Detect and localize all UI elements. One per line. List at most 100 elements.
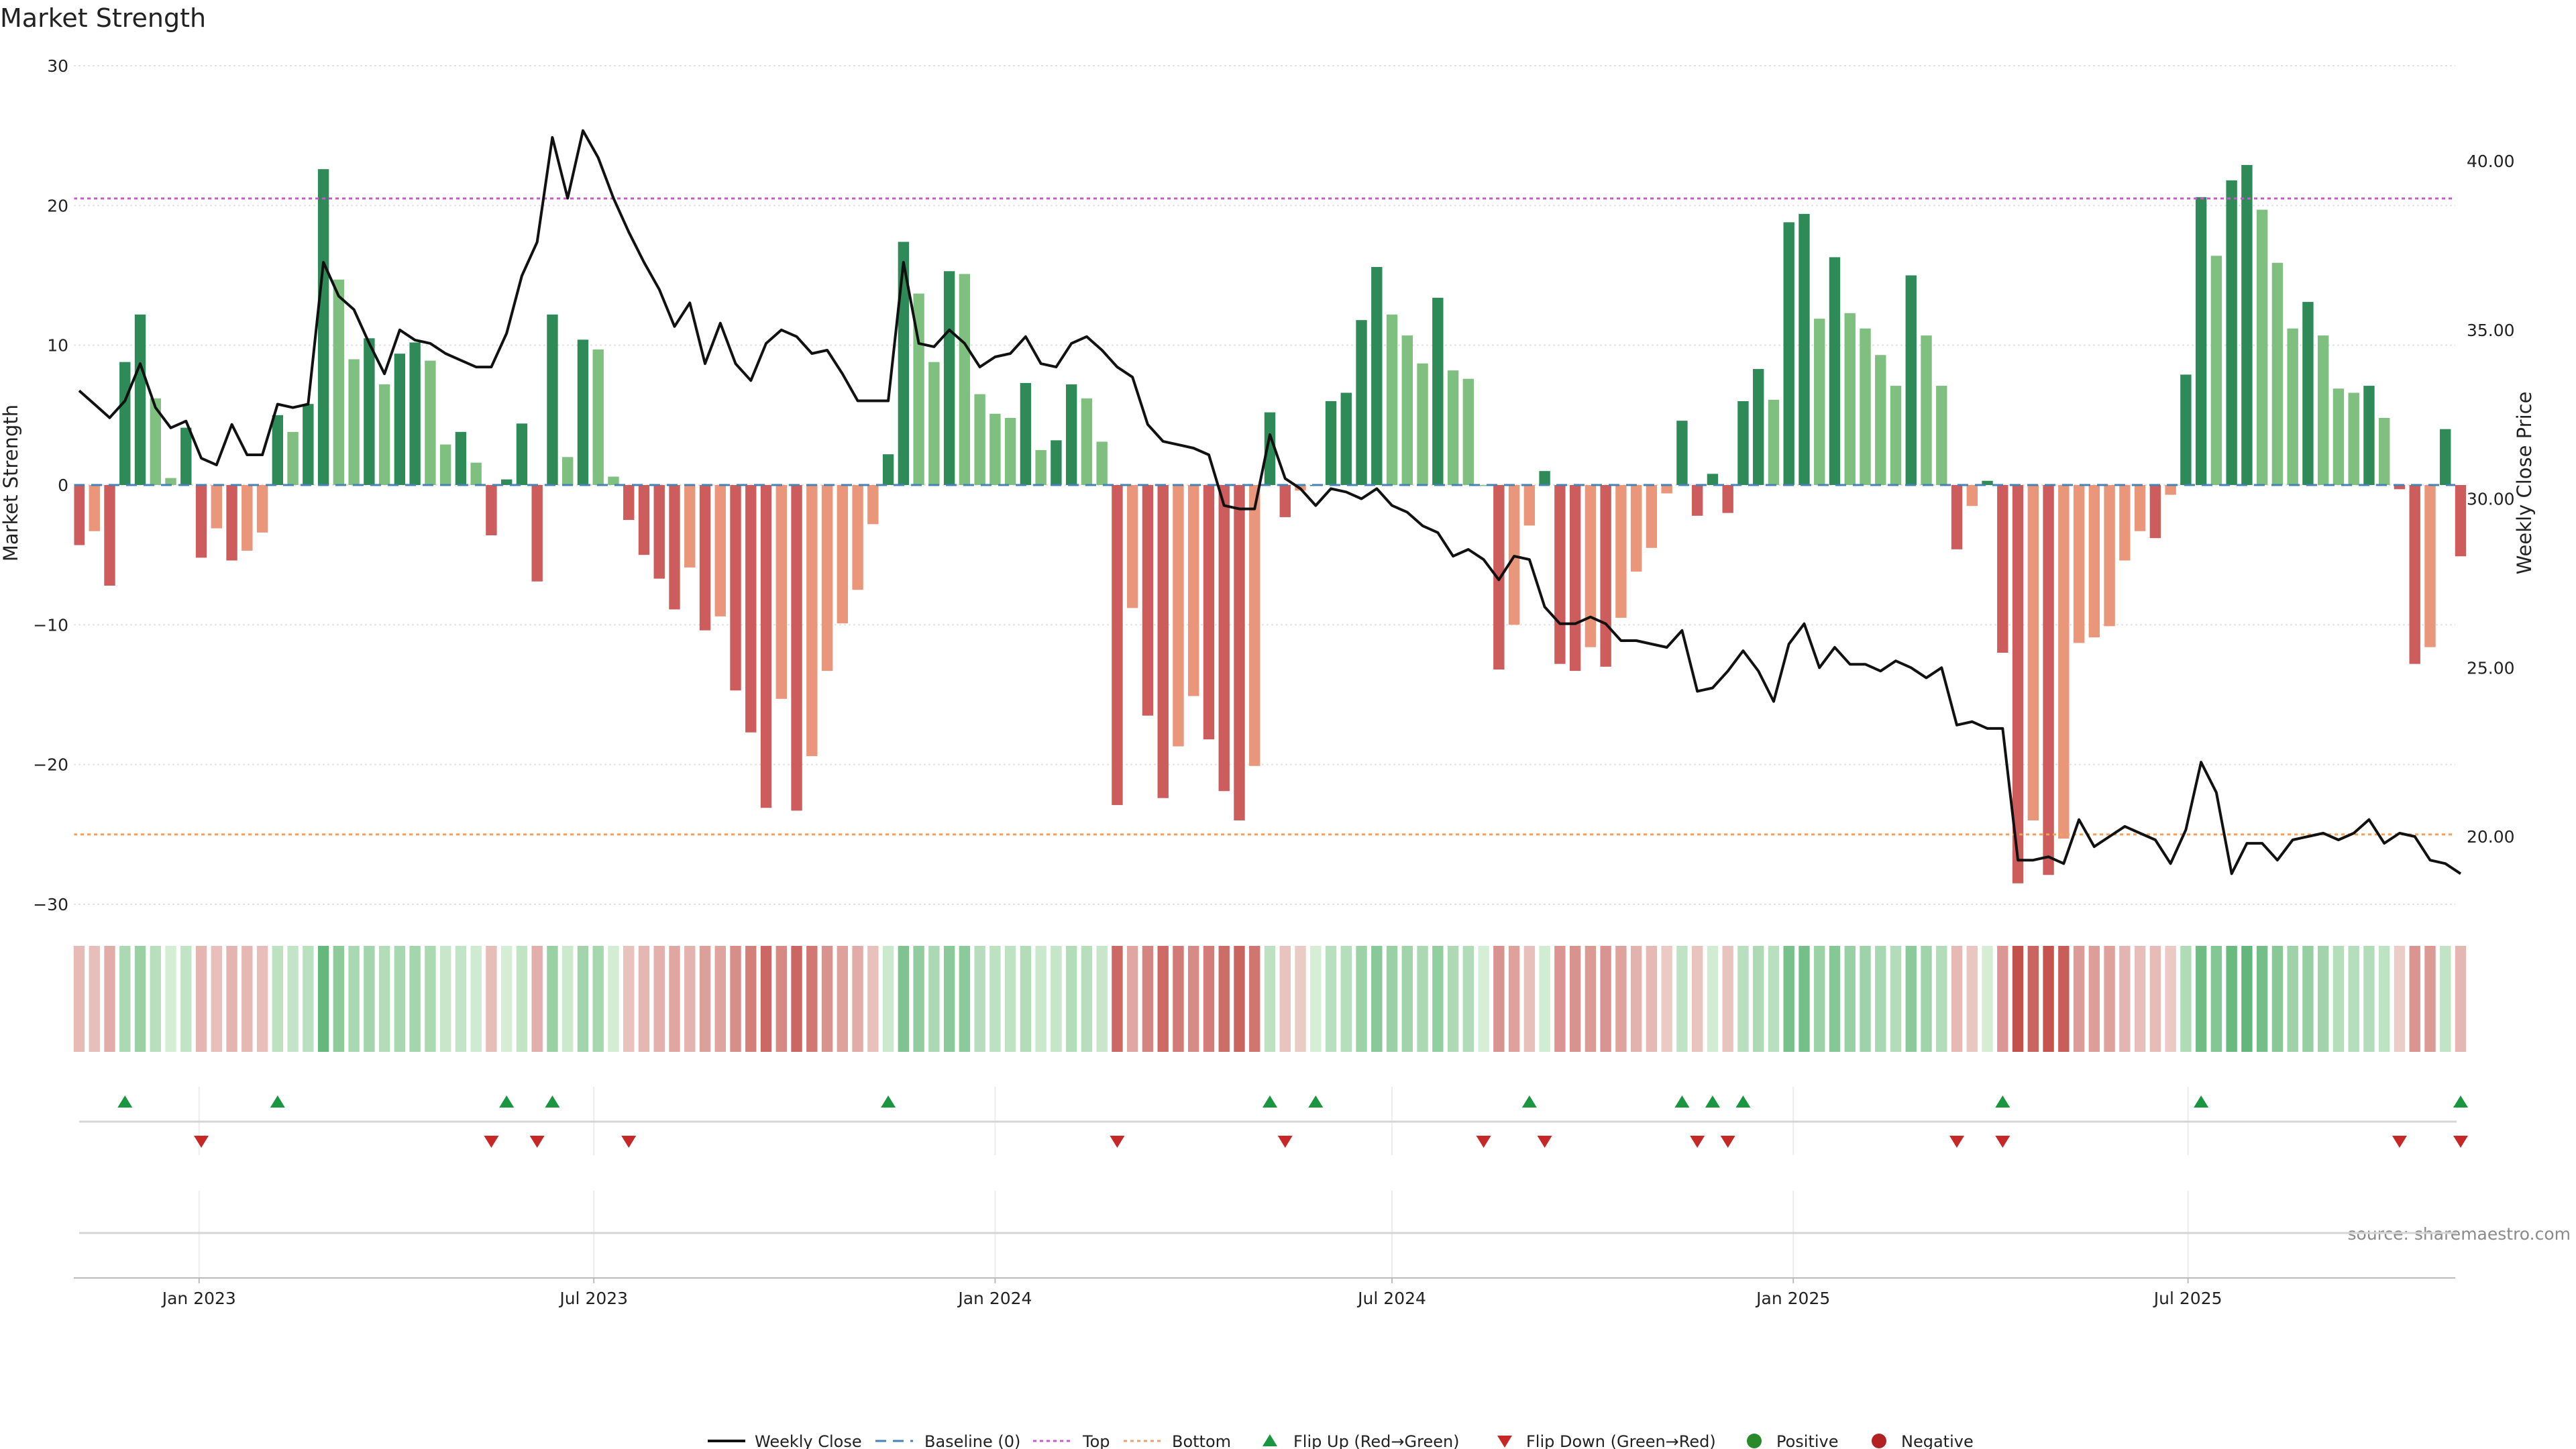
strength-bar-107 [1707, 474, 1719, 485]
strength-bar-85 [1371, 267, 1383, 485]
axes: 30 20 10 0 −10 −20 −30 40.00 35.00 30.00 25.00 20.0… [33, 56, 2514, 1308]
heat-cell-144 [2271, 946, 2284, 1052]
heat-cell-147 [2318, 946, 2329, 1052]
heat-cell-125 [1982, 946, 1993, 1052]
heat-cell-30 [531, 946, 543, 1052]
heat-cell-145 [2287, 946, 2298, 1052]
strength-bar-17 [333, 279, 345, 485]
legend-label-2: Top [1082, 1432, 1110, 1449]
strength-bar-145 [2287, 328, 2298, 485]
heat-cell-34 [592, 946, 604, 1052]
flip-down-marker-2 [529, 1136, 545, 1148]
heat-cell-7 [180, 946, 192, 1052]
strength-bar-102 [1630, 485, 1642, 572]
heat-cell-77 [1249, 946, 1260, 1052]
strength-bar-45 [760, 485, 772, 808]
heat-cell-43 [730, 946, 741, 1052]
heat-cell-39 [669, 946, 680, 1052]
heat-cell-23 [425, 946, 436, 1052]
heat-cell-113 [1799, 946, 1810, 1052]
y-tick-label-3: 0 [58, 476, 68, 495]
legend-label-1: Baseline (0) [924, 1432, 1020, 1449]
strength-bar-56 [928, 362, 940, 485]
flip-down-marker-11 [1995, 1136, 2010, 1148]
strength-bar-89 [1432, 297, 1444, 485]
strength-bar-63 [1035, 449, 1046, 485]
heat-cell-110 [1753, 946, 1764, 1052]
strength-bar-3 [119, 362, 131, 485]
heat-cell-20 [378, 946, 390, 1052]
flip-up-marker-8 [1674, 1095, 1690, 1108]
heat-cell-106 [1691, 946, 1703, 1052]
strength-heat-strip [73, 946, 2467, 1052]
strength-bar-146 [2302, 302, 2314, 485]
heat-cell-16 [317, 946, 329, 1052]
strength-bar-53 [882, 454, 894, 485]
heat-cell-115 [1829, 946, 1841, 1052]
legend-swatch-5 [1497, 1436, 1512, 1448]
strength-bar-61 [1004, 418, 1016, 485]
strength-bar-4 [134, 314, 146, 485]
strength-bar-92 [1478, 485, 1489, 486]
heat-cell-84 [1356, 946, 1367, 1052]
strength-bar-122 [1936, 386, 1947, 485]
heat-cell-49 [821, 946, 833, 1052]
strength-bar-147 [2318, 335, 2329, 485]
strength-bar-52 [867, 485, 879, 525]
strength-bar-54 [898, 241, 910, 485]
strength-bar-20 [378, 384, 390, 485]
heat-cell-74 [1203, 946, 1215, 1052]
heat-cell-146 [2302, 946, 2314, 1052]
heat-cell-102 [1630, 946, 1642, 1052]
heat-cell-8 [195, 946, 207, 1052]
heat-cell-133 [2104, 946, 2115, 1052]
heat-cell-99 [1585, 946, 1597, 1052]
heat-cell-10 [226, 946, 237, 1052]
legend-label-3: Bottom [1172, 1432, 1231, 1449]
heat-cell-65 [1065, 946, 1077, 1052]
heat-cell-140 [2210, 946, 2222, 1052]
strength-bar-65 [1065, 384, 1077, 485]
heat-cell-118 [1875, 946, 1886, 1052]
flip-up-marker-3 [545, 1095, 560, 1108]
strength-bar-74 [1203, 485, 1215, 740]
heat-cell-82 [1325, 946, 1337, 1052]
y2-tick-label-1: 35.00 [2467, 321, 2515, 340]
heat-cell-85 [1371, 946, 1383, 1052]
strength-bar-76 [1234, 485, 1245, 820]
heat-cell-45 [760, 946, 772, 1052]
legend-label-5: Flip Down (Green→Red) [1526, 1432, 1716, 1449]
strength-bar-127 [2012, 485, 2024, 883]
strength-bar-133 [2104, 485, 2115, 627]
strength-bar-19 [364, 338, 375, 485]
heat-cell-101 [1615, 946, 1627, 1052]
heat-cell-19 [364, 946, 375, 1052]
heat-cell-154 [2424, 946, 2436, 1052]
strength-bar-30 [531, 485, 543, 582]
strength-bar-15 [303, 404, 314, 485]
flip-down-marker-12 [2392, 1136, 2407, 1148]
heat-cell-51 [852, 946, 863, 1052]
strength-bar-140 [2210, 256, 2222, 485]
strength-bar-9 [211, 485, 222, 529]
heat-cell-68 [1112, 946, 1123, 1052]
heat-cell-62 [1020, 946, 1032, 1052]
heat-cell-100 [1600, 946, 1611, 1052]
strength-bar-72 [1173, 485, 1184, 747]
y-tick-label-6: −30 [33, 895, 68, 914]
strength-bar-33 [577, 339, 589, 485]
heat-cell-37 [638, 946, 650, 1052]
heat-cell-137 [2165, 946, 2176, 1052]
heat-cell-17 [333, 946, 345, 1052]
heat-cell-79 [1279, 946, 1291, 1052]
strength-bar-42 [714, 485, 726, 616]
heat-cell-112 [1783, 946, 1794, 1052]
strength-bar-21 [394, 354, 406, 485]
flip-up-marker-1 [270, 1095, 285, 1108]
strength-bar-8 [195, 485, 207, 558]
strength-bar-2 [104, 485, 115, 586]
heat-cell-80 [1295, 946, 1306, 1052]
strength-bar-49 [821, 485, 833, 672]
strength-bar-95 [1523, 485, 1536, 526]
strength-bars [73, 164, 2467, 883]
